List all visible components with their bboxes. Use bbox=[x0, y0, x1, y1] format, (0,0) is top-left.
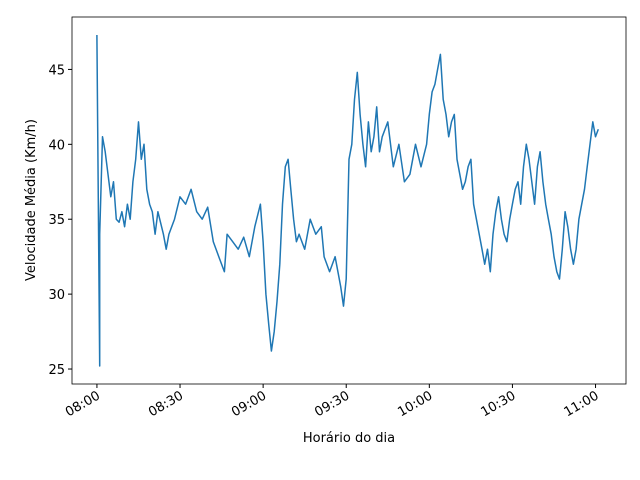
y-axis-label: Velocidade Média (Km/h) bbox=[24, 119, 39, 281]
line-series bbox=[96, 34, 600, 367]
y-tick-label: 45 bbox=[48, 63, 65, 78]
x-tick-label: 09:00 bbox=[229, 388, 269, 420]
x-tick-label: 10:00 bbox=[395, 388, 435, 420]
y-tick-label: 40 bbox=[48, 138, 65, 153]
y-tick-label: 35 bbox=[48, 213, 65, 228]
x-tick-label: 08:00 bbox=[63, 388, 103, 420]
x-tick-label: 11:00 bbox=[562, 388, 602, 420]
y-tick-label: 30 bbox=[48, 288, 65, 303]
x-tick-label: 09:30 bbox=[312, 388, 352, 420]
x-tick-label: 10:30 bbox=[478, 388, 518, 420]
plot-frame bbox=[71, 16, 627, 385]
y-tick-label: 25 bbox=[48, 363, 65, 378]
x-axis-label: Horário do dia bbox=[303, 431, 395, 446]
x-tick-label: 08:30 bbox=[146, 388, 186, 420]
